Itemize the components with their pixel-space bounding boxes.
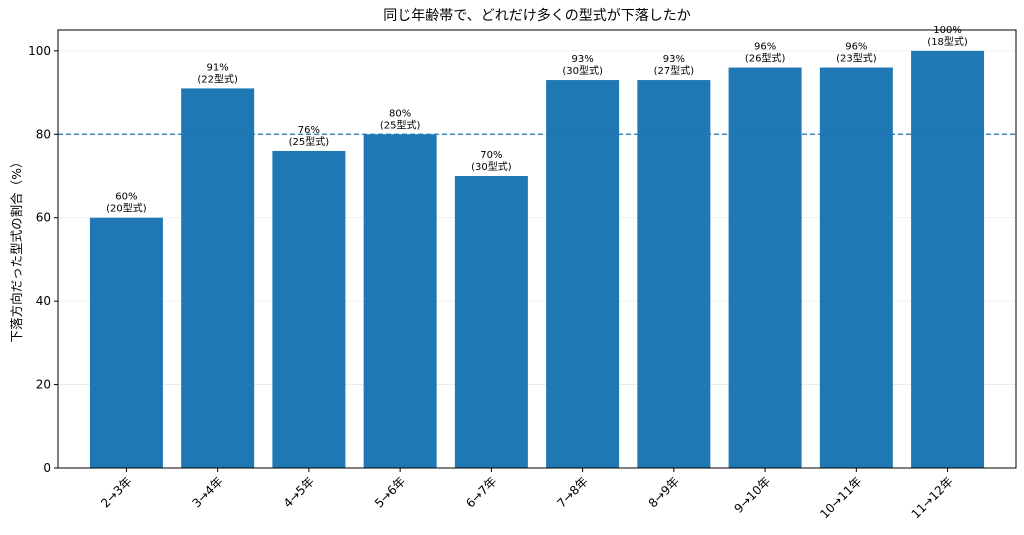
y-axis-label: 下落方向だった型式の割合（%） <box>9 156 24 343</box>
x-tick-label: 6→7年 <box>463 474 499 510</box>
bar <box>363 134 437 469</box>
bar-value-label: 93% <box>572 54 594 65</box>
bar <box>89 217 163 468</box>
bar-value-label: 93% <box>663 54 685 65</box>
y-tick-label: 60 <box>36 211 51 225</box>
x-tick-label: 7→8年 <box>554 474 590 510</box>
bar <box>637 80 711 469</box>
x-tick-label: 3→4年 <box>189 474 225 510</box>
bar <box>546 80 620 469</box>
x-tick-label: 2→3年 <box>98 474 134 510</box>
y-axis-ticks: 0 20 40 60 80 100 <box>28 44 58 475</box>
x-tick-label: 11→12年 <box>909 474 956 521</box>
bar-count-label: (30型式) <box>471 160 512 173</box>
bar-count-label: (22型式) <box>197 72 238 85</box>
y-tick-label: 20 <box>36 378 51 392</box>
bar <box>911 50 985 468</box>
x-tick-label: 10→11年 <box>817 474 864 521</box>
bar-value-label: 91% <box>207 62 229 73</box>
bar-value-label: 80% <box>389 108 411 119</box>
x-tick-label: 8→9年 <box>646 474 682 510</box>
y-tick-label: 80 <box>36 127 51 141</box>
bar-count-label: (23型式) <box>836 52 877 65</box>
bar-count-label: (25型式) <box>289 135 330 148</box>
bar-value-label: 96% <box>845 42 867 53</box>
bars-group <box>89 50 985 469</box>
bar-count-label: (20型式) <box>106 202 147 215</box>
y-tick-label: 40 <box>36 294 51 308</box>
x-tick-label: 4→5年 <box>281 474 317 510</box>
bar <box>819 67 893 469</box>
bar-count-label: (27型式) <box>654 64 695 77</box>
bar-labels-group: 60%(20型式)91%(22型式)76%(25型式)80%(25型式)70%(… <box>106 25 968 215</box>
bar-count-label: (25型式) <box>380 118 421 131</box>
bar-value-label: 60% <box>115 192 137 203</box>
x-tick-label: 5→6年 <box>372 474 408 510</box>
bar-count-label: (26型式) <box>745 52 786 65</box>
bar-value-label: 76% <box>298 125 320 136</box>
x-tick-label: 9→10年 <box>732 474 774 516</box>
bar-value-label: 96% <box>754 42 776 53</box>
bar <box>272 150 346 468</box>
bar <box>728 67 802 469</box>
bar-count-label: (30型式) <box>562 64 603 77</box>
bar <box>454 176 528 468</box>
bar-count-label: (18型式) <box>927 35 968 48</box>
y-tick-label: 0 <box>43 461 51 475</box>
bar-value-label: 70% <box>480 150 502 161</box>
chart-title: 同じ年齢帯で、どれだけ多くの型式が下落したか <box>383 7 690 24</box>
x-axis-ticks: 2→3年 3→4年 4→5年 5→6年 6→7年 7→8年 8→9年 9→10年 10→11年 1… <box>98 468 956 521</box>
bar <box>181 88 255 469</box>
plot-frame <box>57 29 1017 469</box>
y-tick-label: 100 <box>28 44 51 58</box>
